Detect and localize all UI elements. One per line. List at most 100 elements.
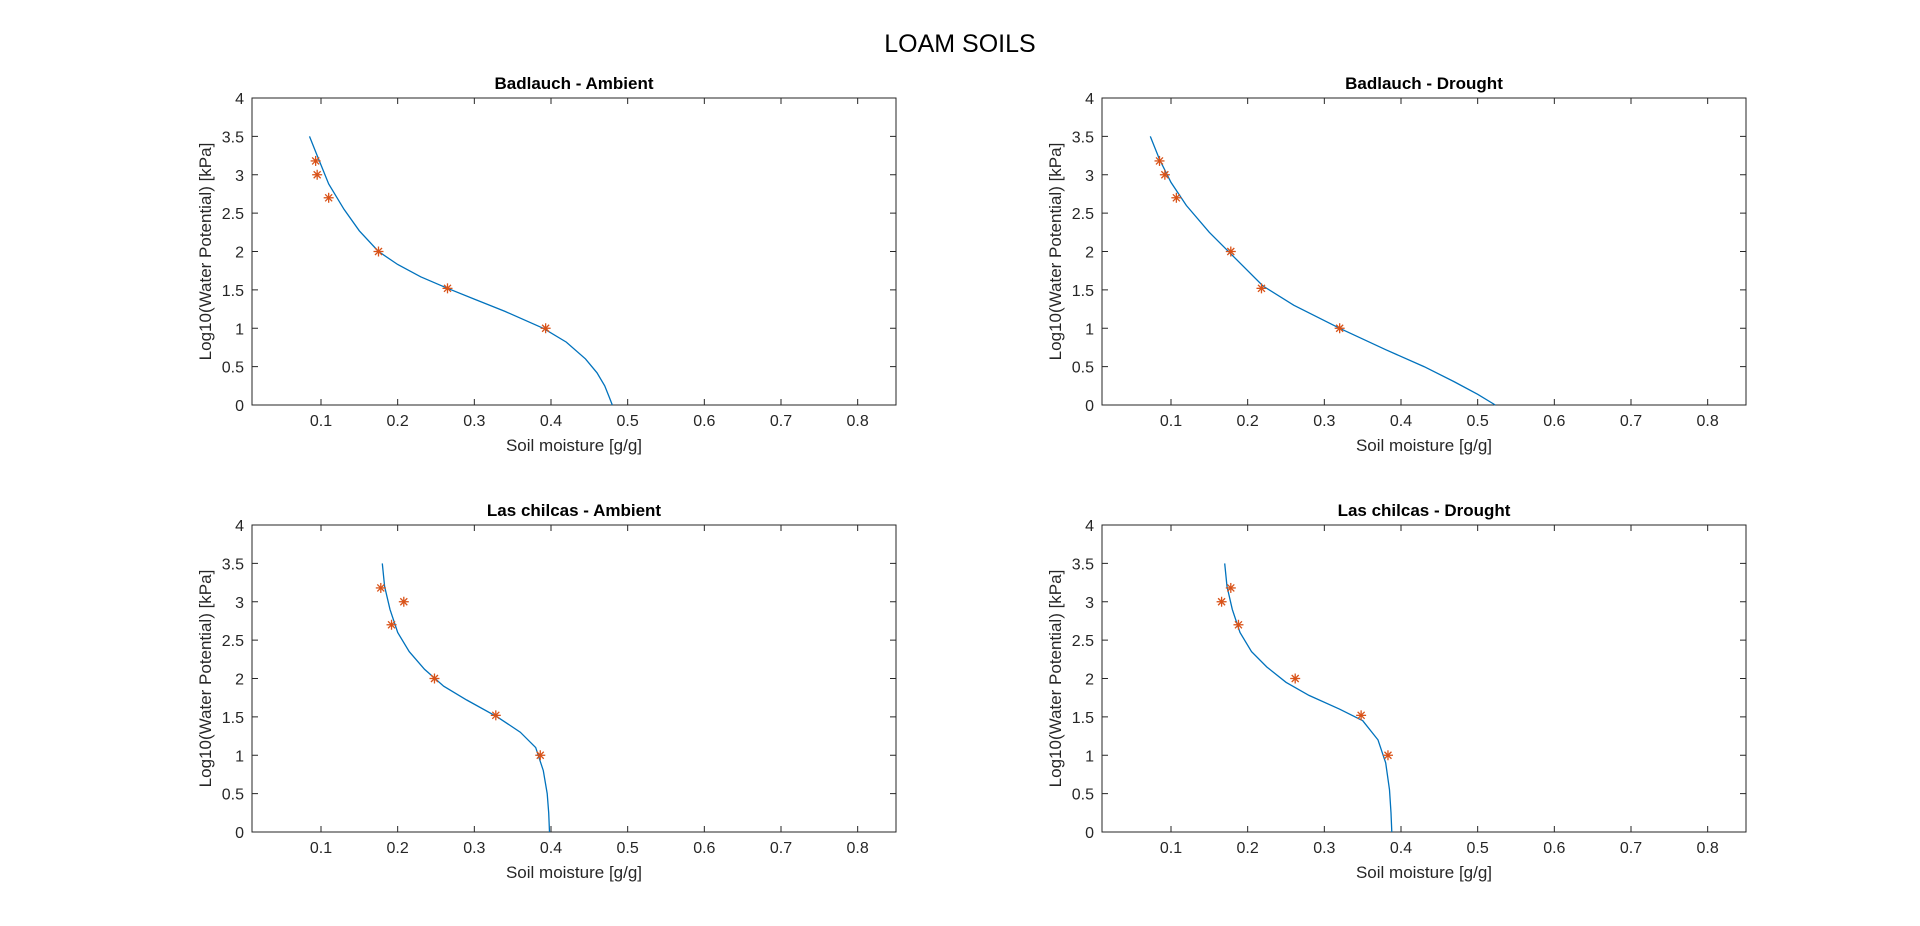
y-tick-label: 2 [235, 245, 244, 262]
data-point-marker [1334, 323, 1345, 334]
y-tick-label: 2.5 [1072, 633, 1094, 650]
y-tick-label: 3.5 [1072, 129, 1094, 146]
y-tick-label: 4 [235, 91, 244, 108]
y-tick-label: 2 [1085, 245, 1094, 262]
y-axis-label: Log10(Water Potential) [kPa] [196, 570, 215, 788]
y-tick-label: 3.5 [222, 129, 244, 146]
x-axis-label: Soil moisture [g/g] [506, 436, 642, 455]
x-tick-label: 0.8 [847, 840, 869, 857]
x-tick-label: 0.8 [1697, 840, 1719, 857]
data-point-marker [1382, 750, 1393, 761]
data-point-marker [429, 673, 440, 684]
x-tick-label: 0.8 [1697, 413, 1719, 430]
data-point-marker [1233, 619, 1244, 630]
y-tick-label: 0.5 [1072, 787, 1094, 804]
y-tick-label: 2 [235, 672, 244, 689]
data-point-marker [373, 246, 384, 257]
subplot-title: Badlauch - Drought [1345, 74, 1503, 93]
data-point-marker [1356, 710, 1367, 721]
axes-frame [1101, 524, 1747, 833]
subplot-title: Las chilcas - Drought [1338, 501, 1511, 520]
y-axis-label: Log10(Water Potential) [kPa] [1046, 570, 1065, 788]
y-tick-label: 1.5 [1072, 710, 1094, 727]
x-tick-label: 0.6 [1543, 413, 1565, 430]
subplot-1: 0.1 0.2 0.3 0.4 0.5 0.6 0.7 0.8 0 0.5 1 1.5 2 2.5 3 3.5… [196, 74, 897, 455]
data-point-marker [535, 750, 546, 761]
x-tick-label: 0.2 [387, 840, 409, 857]
x-axis-label: Soil moisture [g/g] [1356, 863, 1492, 882]
axes-frame [1101, 97, 1747, 406]
axes-frame [251, 97, 897, 406]
x-tick-label: 0.7 [1620, 840, 1642, 857]
x-tick-label: 0.6 [693, 840, 715, 857]
x-tick-label: 0.4 [540, 840, 562, 857]
x-tick-label: 0.1 [1160, 840, 1182, 857]
x-tick-label: 0.2 [387, 413, 409, 430]
y-tick-label: 0.5 [222, 787, 244, 804]
x-tick-label: 0.5 [1467, 840, 1489, 857]
x-tick-label: 0.7 [770, 840, 792, 857]
x-tick-label: 0.1 [310, 413, 332, 430]
subplot-2: 0.1 0.2 0.3 0.4 0.5 0.6 0.7 0.8 0 0.5 1 1.5 2 2.5 3 3.5… [1046, 74, 1747, 455]
y-tick-label: 3 [235, 168, 244, 185]
y-tick-label: 2 [1085, 672, 1094, 689]
data-point-marker [386, 619, 397, 630]
data-point-marker [442, 283, 453, 294]
y-tick-label: 2.5 [1072, 206, 1094, 223]
x-tick-label: 0.7 [770, 413, 792, 430]
axes-frame [251, 524, 897, 833]
fit-curve [1149, 136, 1496, 406]
y-tick-label: 1.5 [222, 283, 244, 300]
x-axis-label: Soil moisture [g/g] [1356, 436, 1492, 455]
data-point-marker [1154, 155, 1165, 166]
x-tick-label: 0.3 [1313, 413, 1335, 430]
x-tick-label: 0.6 [693, 413, 715, 430]
data-point-marker [1216, 596, 1227, 607]
data-point-marker [375, 582, 386, 593]
x-tick-label: 0.6 [1543, 840, 1565, 857]
figure-title: LOAM SOILS [884, 30, 1036, 58]
y-tick-label: 3 [1085, 168, 1094, 185]
subplot-title: Badlauch - Ambient [495, 74, 654, 93]
y-tick-label: 4 [1085, 518, 1094, 535]
data-point-marker [1171, 192, 1182, 203]
y-tick-label: 2.5 [222, 206, 244, 223]
x-tick-label: 0.3 [463, 840, 485, 857]
y-tick-label: 0 [235, 398, 244, 415]
y-tick-label: 4 [235, 518, 244, 535]
x-tick-label: 0.8 [847, 413, 869, 430]
subplot-title: Las chilcas - Ambient [487, 501, 661, 520]
x-tick-label: 0.2 [1237, 840, 1259, 857]
x-tick-label: 0.5 [617, 413, 639, 430]
x-tick-label: 0.4 [1390, 840, 1412, 857]
x-tick-label: 0.5 [1467, 413, 1489, 430]
fit-curve [308, 136, 613, 406]
y-axis-label: Log10(Water Potential) [kPa] [196, 143, 215, 361]
y-tick-label: 3 [1085, 595, 1094, 612]
x-tick-label: 0.3 [463, 413, 485, 430]
subplot-4: 0.1 0.2 0.3 0.4 0.5 0.6 0.7 0.8 0 0.5 1 1.5 2 2.5 3 3.5… [1046, 501, 1747, 882]
data-point-marker [323, 192, 334, 203]
fit-curve [1224, 563, 1393, 833]
data-point-marker [1225, 582, 1236, 593]
data-point-marker [490, 710, 501, 721]
x-tick-label: 0.5 [617, 840, 639, 857]
y-tick-label: 1 [1085, 321, 1094, 338]
x-axis-label: Soil moisture [g/g] [506, 863, 642, 882]
data-point-marker [1256, 283, 1267, 294]
y-tick-label: 3 [235, 595, 244, 612]
x-tick-label: 0.3 [1313, 840, 1335, 857]
y-tick-label: 0.5 [1072, 360, 1094, 377]
y-tick-label: 3.5 [222, 556, 244, 573]
data-point-marker [1159, 169, 1170, 180]
y-tick-label: 1 [235, 748, 244, 765]
fit-curve [381, 563, 551, 833]
y-tick-label: 3.5 [1072, 556, 1094, 573]
data-point-marker [1225, 246, 1236, 257]
y-tick-label: 0 [1085, 398, 1094, 415]
y-tick-label: 0 [1085, 825, 1094, 842]
x-tick-label: 0.7 [1620, 413, 1642, 430]
data-point-marker [540, 323, 551, 334]
data-point-marker [312, 169, 323, 180]
